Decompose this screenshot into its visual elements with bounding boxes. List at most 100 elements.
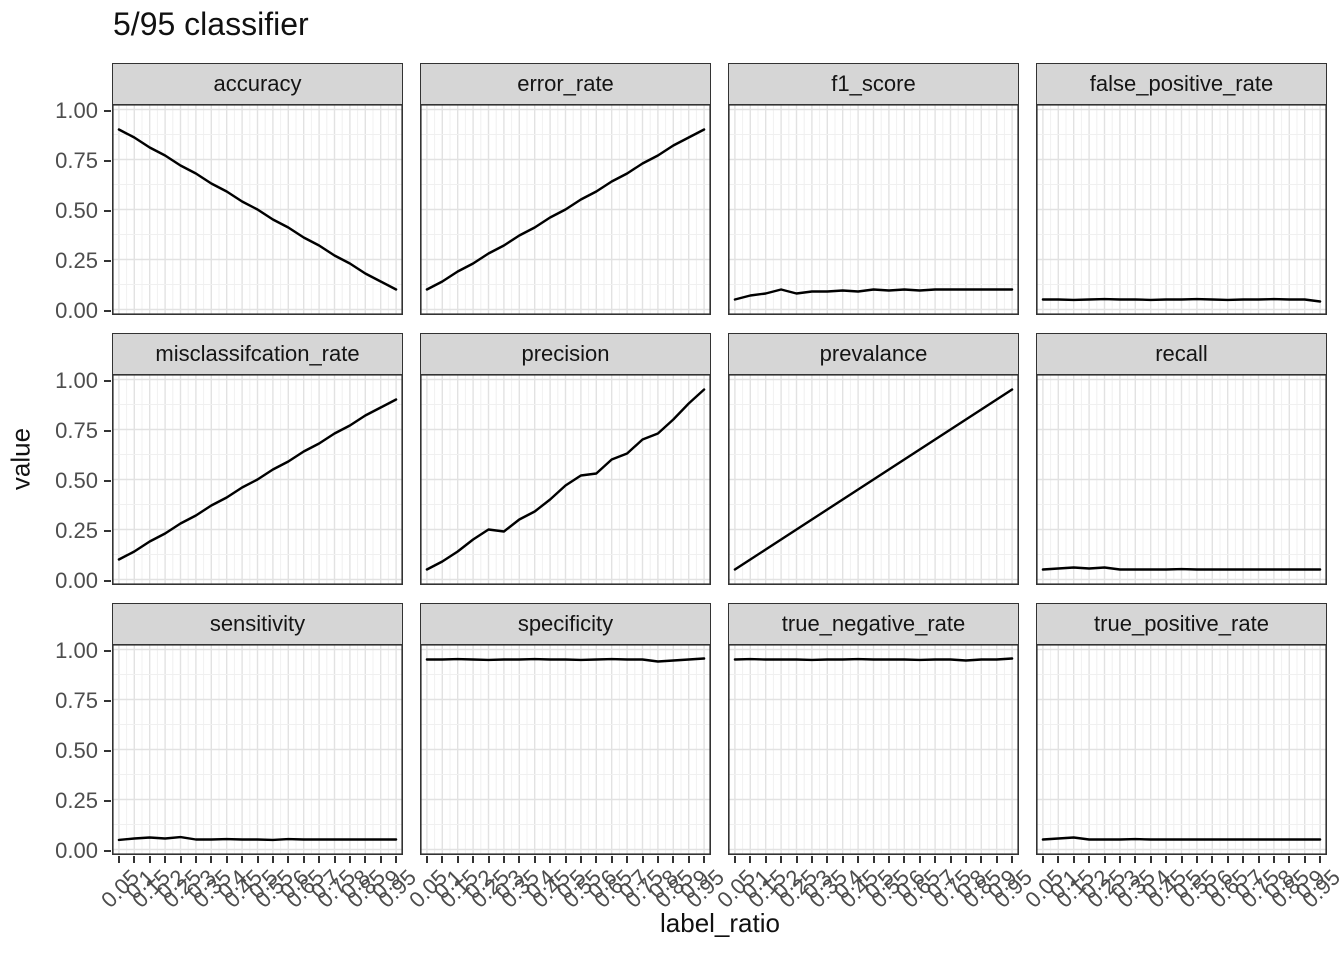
line-series xyxy=(1041,566,1322,571)
x-tick-mark xyxy=(733,856,736,863)
y-tick-label: 1.00 xyxy=(55,637,98,663)
facet-strip-label: accuracy xyxy=(213,71,302,96)
x-tick-mark xyxy=(1088,856,1091,863)
x-tick-mark xyxy=(964,856,967,863)
y-tick-label: 0.25 xyxy=(55,787,98,813)
x-tick-mark xyxy=(117,856,120,863)
facet-strip-label: recall xyxy=(1155,341,1208,366)
y-tick-mark xyxy=(104,649,111,652)
x-tick-mark xyxy=(256,856,259,863)
y-tick-label: 0.25 xyxy=(55,247,98,273)
x-tick-mark xyxy=(564,856,567,863)
y-tick-mark xyxy=(104,849,111,852)
facet-true_negative_rate: true_negative_rate xyxy=(728,603,1019,856)
facet-precision: precision xyxy=(420,333,711,586)
facet-strip-label: false_positive_rate xyxy=(1089,71,1274,96)
x-tick-mark xyxy=(533,856,536,863)
facet-strip: specificity xyxy=(420,603,711,645)
y-tick-mark xyxy=(104,699,111,702)
facet-strip: misclassifcation_rate xyxy=(112,333,403,375)
x-tick-mark xyxy=(749,856,752,863)
x-tick-mark xyxy=(857,856,860,863)
facet-strip: error_rate xyxy=(420,63,711,105)
facet-strip-label: sensitivity xyxy=(209,611,306,636)
y-tick-mark xyxy=(104,379,111,382)
facet-false_positive_rate: false_positive_rate xyxy=(1036,63,1327,316)
x-tick-mark xyxy=(1242,856,1245,863)
x-tick-mark xyxy=(241,856,244,863)
x-tick-mark xyxy=(656,856,659,863)
facet-panel xyxy=(1036,644,1327,855)
x-tick-mark xyxy=(441,856,444,863)
facet-strip-label: prevalance xyxy=(819,341,928,366)
facet-misclassifcation_rate: misclassifcation_rate xyxy=(112,333,403,586)
facet-recall: recall xyxy=(1036,333,1327,586)
y-tick-label: 0.50 xyxy=(55,467,98,493)
line-series xyxy=(1041,836,1322,841)
x-tick-mark xyxy=(1195,856,1198,863)
line-series xyxy=(733,288,1014,301)
facet-panel xyxy=(728,104,1019,315)
facet-strip-label: error_rate xyxy=(517,71,614,96)
y-tick-mark xyxy=(104,159,111,162)
x-tick-mark xyxy=(225,856,228,863)
x-tick-mark xyxy=(1118,856,1121,863)
x-tick-mark xyxy=(1319,856,1322,863)
y-tick-mark xyxy=(104,259,111,262)
facet-panel xyxy=(420,104,711,315)
x-tick-mark xyxy=(1288,856,1291,863)
x-tick-mark xyxy=(318,856,321,863)
x-tick-mark xyxy=(1057,856,1060,863)
facet-panel xyxy=(728,374,1019,585)
line-series xyxy=(733,657,1014,662)
y-tick-mark xyxy=(104,209,111,212)
x-tick-mark xyxy=(364,856,367,863)
x-tick-mark xyxy=(210,856,213,863)
x-tick-mark xyxy=(626,856,629,863)
y-tick-label: 0.00 xyxy=(55,837,98,863)
x-tick-mark xyxy=(595,856,598,863)
x-axis-title: label_ratio xyxy=(660,908,780,938)
x-tick-mark xyxy=(703,856,706,863)
x-tick-mark xyxy=(918,856,921,863)
facet-strip: recall xyxy=(1036,333,1327,375)
facet-panel xyxy=(420,374,711,585)
x-tick-mark xyxy=(472,856,475,863)
x-tick-mark xyxy=(810,856,813,863)
x-tick-mark xyxy=(395,856,398,863)
x-tick-mark xyxy=(1226,856,1229,863)
y-tick-label: 0.25 xyxy=(55,517,98,543)
facet-true_positive_rate: true_positive_rate xyxy=(1036,603,1327,856)
facet-panel xyxy=(112,104,403,315)
x-tick-mark xyxy=(302,856,305,863)
x-tick-mark xyxy=(1180,856,1183,863)
facet-strip-label: misclassifcation_rate xyxy=(155,341,360,366)
x-tick-mark xyxy=(1041,856,1044,863)
x-tick-mark xyxy=(1072,856,1075,863)
line-series xyxy=(425,388,706,571)
y-tick-label: 0.75 xyxy=(55,687,98,713)
facet-strip-label: precision xyxy=(521,341,610,366)
facet-strip-label: specificity xyxy=(517,611,614,636)
x-tick-mark xyxy=(518,856,521,863)
x-tick-mark xyxy=(795,856,798,863)
x-tick-mark xyxy=(379,856,382,863)
facet-strip: accuracy xyxy=(112,63,403,105)
x-tick-mark xyxy=(194,856,197,863)
x-tick-mark xyxy=(980,856,983,863)
x-tick-mark xyxy=(841,856,844,863)
x-tick-mark xyxy=(1211,856,1214,863)
y-tick-label: 0.50 xyxy=(55,197,98,223)
x-tick-mark xyxy=(1165,856,1168,863)
facet-strip: prevalance xyxy=(728,333,1019,375)
x-tick-mark xyxy=(179,856,182,863)
y-tick-mark xyxy=(104,429,111,432)
y-tick-mark xyxy=(104,529,111,532)
y-tick-label: 0.75 xyxy=(55,417,98,443)
facet-strip: false_positive_rate xyxy=(1036,63,1327,105)
facet-strip-label: f1_score xyxy=(831,71,916,96)
x-tick-mark xyxy=(903,856,906,863)
facet-panel xyxy=(728,644,1019,855)
x-tick-mark xyxy=(333,856,336,863)
line-series xyxy=(733,388,1014,571)
